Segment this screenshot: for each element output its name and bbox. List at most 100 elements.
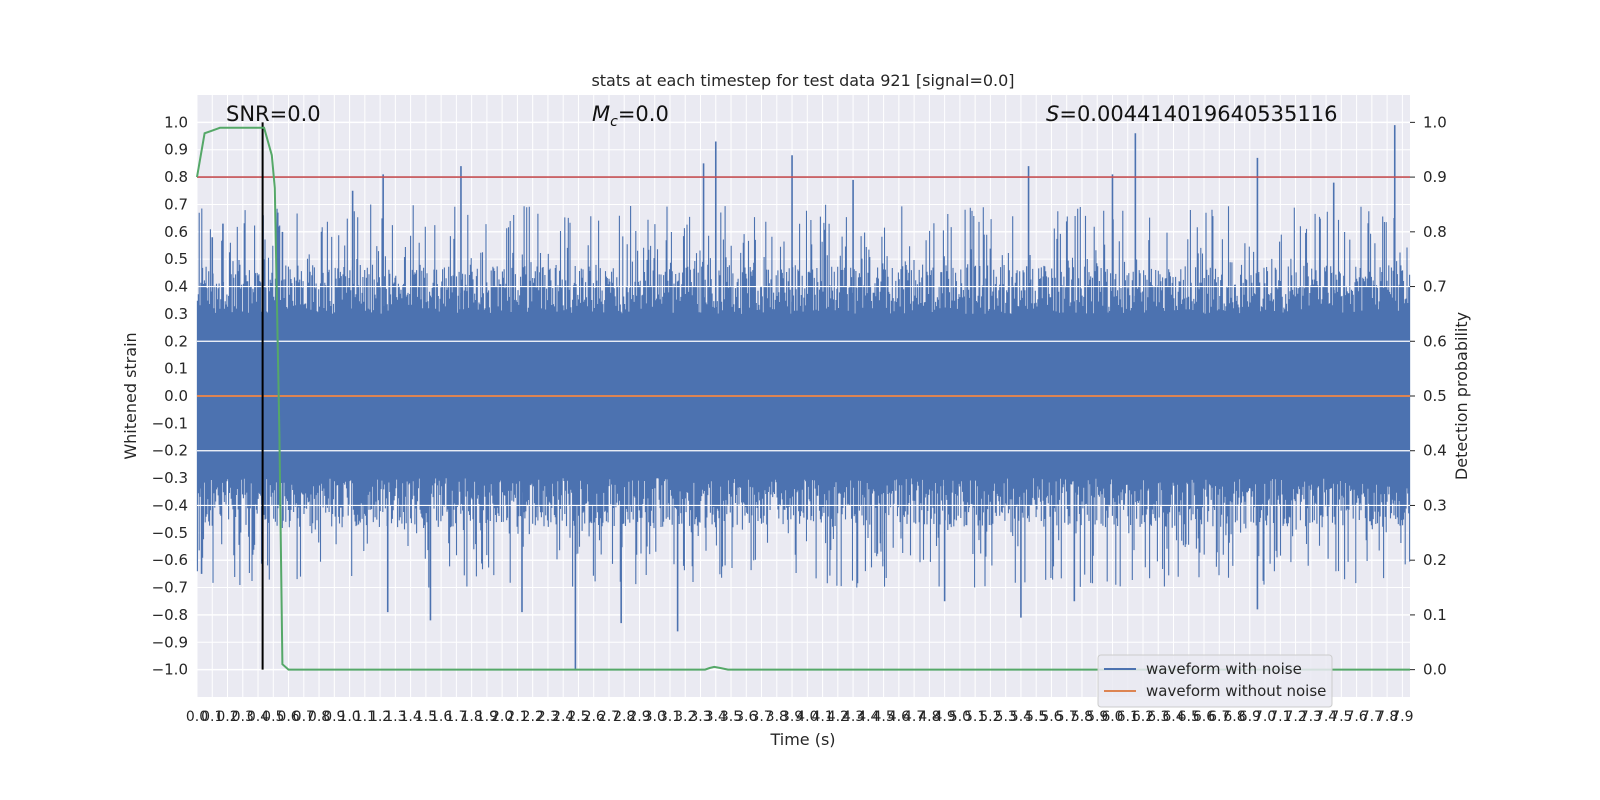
legend-label-clean: waveform without noise (1146, 682, 1326, 700)
x-tick-label: 4.1 (811, 709, 833, 725)
y-tick-label: −0.7 (152, 579, 188, 597)
x-tick-label: 4.6 (888, 709, 910, 725)
x-tick-label: 0.2 (216, 709, 238, 725)
x-axis-label: Time (s) (769, 730, 835, 749)
x-tick-label: 4.0 (796, 709, 818, 725)
x-tick-label: 7.7 (1361, 709, 1383, 725)
x-tick-label: 7.3 (1300, 709, 1322, 725)
x-tick-label: 0.6 (277, 709, 299, 725)
x-tick-label: 5.8 (1071, 709, 1093, 725)
x-tick-label: 3.8 (766, 709, 788, 725)
y-right-tick-label: 0.7 (1423, 278, 1447, 296)
y-tick-label: −0.6 (152, 551, 188, 569)
x-tick-label: 7.6 (1345, 709, 1367, 725)
chart-title: stats at each timestep for test data 921… (591, 71, 1014, 90)
x-tick-label: 3.5 (720, 709, 742, 725)
y-tick-label: 1.0 (164, 113, 188, 131)
x-tick-label: 3.1 (659, 709, 681, 725)
x-tick-label: 7.9 (1391, 709, 1413, 725)
x-tick-label: 3.4 (705, 709, 727, 725)
x-tick-label: 0.3 (232, 709, 254, 725)
legend: waveform with noise waveform without noi… (1097, 654, 1333, 708)
x-tick-label: 3.2 (674, 709, 696, 725)
x-tick-label: 1.0 (338, 709, 360, 725)
y-right-tick-label: 0.3 (1423, 496, 1447, 514)
x-tick-label: 5.0 (949, 709, 971, 725)
y-tick-label: 0.0 (164, 387, 188, 405)
y-tick-label: 0.3 (164, 305, 188, 323)
y-tick-label: 0.9 (164, 141, 188, 159)
y-tick-label: −0.5 (152, 524, 188, 542)
x-tick-label: 5.3 (995, 709, 1017, 725)
x-tick-label: 3.9 (781, 709, 803, 725)
x-tick-label: 1.1 (354, 709, 376, 725)
x-tick-label: 6.5 (1178, 709, 1200, 725)
x-tick-label: 5.7 (1056, 709, 1078, 725)
y-tick-label: −0.1 (152, 414, 188, 432)
y-tick-label: 0.8 (164, 168, 188, 186)
x-tick-label: 6.6 (1193, 709, 1215, 725)
x-tick-label: 7.4 (1315, 709, 1337, 725)
mc-subscript: c (610, 114, 618, 130)
x-tick-label: 1.7 (445, 709, 467, 725)
x-tick-label: 1.4 (399, 709, 421, 725)
legend-label-noise: waveform with noise (1146, 660, 1302, 678)
x-tick-label: 6.3 (1147, 709, 1169, 725)
x-tick-label: 0.8 (308, 709, 330, 725)
x-tick-label: 2.0 (491, 709, 513, 725)
detection-probability-line (196, 126, 1410, 671)
x-tick-label: 2.4 (552, 709, 574, 725)
x-tick-label: 6.0 (1101, 709, 1123, 725)
x-tick-label: 0.1 (201, 709, 223, 725)
x-tick-label: 0.9 (323, 709, 345, 725)
x-tick-label: 5.4 (1010, 709, 1032, 725)
y-right-tick-label: 0.6 (1423, 332, 1447, 350)
y-tick-label: −0.2 (152, 442, 188, 460)
x-tick-label: 0.4 (247, 709, 269, 725)
x-tick-label: 5.5 (1025, 709, 1047, 725)
x-tick-label: 6.9 (1239, 709, 1261, 725)
mc-value: =0.0 (618, 102, 669, 126)
x-tick-label: 4.9 (934, 709, 956, 725)
y-tick-label: 0.5 (164, 250, 188, 268)
y-tick-label: 0.4 (164, 278, 188, 296)
x-tick-label: 1.5 (415, 709, 437, 725)
x-tick-label: 5.2 (979, 709, 1001, 725)
x-tick-label: 4.3 (842, 709, 864, 725)
y-right-tick-label: 0.1 (1423, 606, 1447, 624)
x-tick-label: 2.8 (613, 709, 635, 725)
x-tick-label: 6.1 (1117, 709, 1139, 725)
x-tick-label: 1.2 (369, 709, 391, 725)
mc-symbol: M (592, 102, 610, 126)
s-value: =0.004414019640535116 (1059, 102, 1337, 126)
x-tick-label: 4.7 (903, 709, 925, 725)
y-tick-label: −0.3 (152, 469, 188, 487)
x-tick-label: 6.4 (1162, 709, 1184, 725)
y-tick-label: 0.2 (164, 332, 188, 350)
y-right-tick-label: 0.2 (1423, 551, 1447, 569)
x-tick-label: 3.7 (750, 709, 772, 725)
x-tick-label: 1.8 (461, 709, 483, 725)
x-tick-label: 1.6 (430, 709, 452, 725)
y-tick-label: −0.4 (152, 496, 188, 514)
x-tick-label: 1.3 (384, 709, 406, 725)
x-tick-label: 2.6 (583, 709, 605, 725)
x-tick-label: 4.4 (857, 709, 879, 725)
x-tick-label: 4.2 (827, 709, 849, 725)
x-tick-label: 7.1 (1269, 709, 1291, 725)
x-tick-label: 0.5 (262, 709, 284, 725)
x-tick-label: 3.6 (735, 709, 757, 725)
x-tick-label: 2.9 (628, 709, 650, 725)
y-tick-label: −0.8 (152, 606, 188, 624)
s-annotation: S=0.004414019640535116 (1046, 102, 1337, 126)
x-tick-label: 5.6 (1040, 709, 1062, 725)
x-tick-label: 2.1 (506, 709, 528, 725)
x-tick-label: 7.2 (1284, 709, 1306, 725)
legend-box (1097, 654, 1333, 708)
mc-annotation: Mc=0.0 (592, 102, 669, 130)
x-tick-label: 6.7 (1208, 709, 1230, 725)
x-tick-label: 7.5 (1330, 709, 1352, 725)
y-right-tick-label: 0.4 (1423, 442, 1447, 460)
line-series (196, 122, 1410, 671)
